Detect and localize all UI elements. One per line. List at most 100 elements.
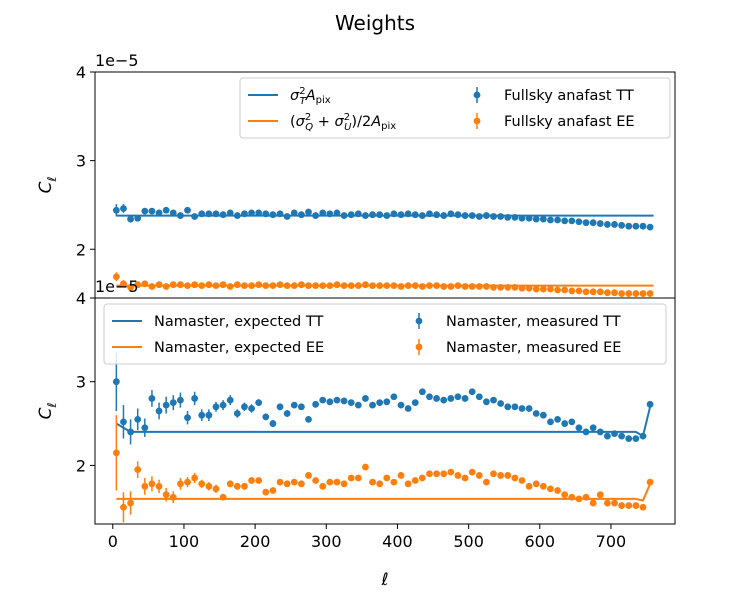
data-point — [248, 477, 255, 484]
data-point — [340, 480, 348, 488]
data-point — [255, 281, 263, 289]
y-offset-text: 1e−5 — [95, 51, 139, 70]
data-point — [603, 432, 611, 440]
y-tick-label: 4 — [76, 289, 86, 308]
data-point — [461, 212, 469, 219]
y-tick-label: 3 — [76, 152, 86, 171]
data-point — [426, 282, 433, 289]
data-point — [169, 399, 177, 407]
data-point — [625, 502, 633, 509]
data-point — [233, 410, 241, 417]
data-point — [248, 282, 255, 289]
bottom-panel: 2 3 4 0 100 200 300 400 500 600 700 1e−5 Cℓ Namaster,… — [36, 277, 676, 551]
data-point — [561, 491, 569, 499]
legend-marker-swatch — [415, 343, 423, 351]
data-point — [447, 210, 455, 218]
data-point — [312, 282, 320, 289]
data-point — [618, 221, 626, 229]
data-point — [155, 482, 163, 490]
data-point — [547, 216, 554, 224]
data-point — [547, 285, 554, 293]
data-point — [255, 399, 263, 407]
data-point — [248, 405, 255, 412]
data-point — [333, 396, 341, 404]
data-point — [475, 472, 483, 479]
data-point — [397, 401, 405, 409]
data-point — [134, 281, 142, 289]
data-point — [497, 283, 505, 291]
data-point — [426, 393, 433, 401]
data-point — [518, 214, 526, 222]
data-point — [561, 217, 569, 225]
data-point — [539, 411, 547, 419]
data-point — [490, 396, 497, 404]
data-point — [212, 485, 220, 493]
plot-area-frame — [94, 297, 676, 525]
data-point — [127, 215, 134, 223]
data-point — [205, 210, 213, 218]
data-point — [589, 288, 597, 296]
data-point — [198, 282, 206, 289]
x-tick-label: 600 — [525, 532, 556, 551]
data-point — [582, 219, 590, 227]
data-point — [141, 207, 149, 215]
data-point — [632, 290, 640, 297]
data-point — [347, 282, 355, 289]
data-point — [141, 280, 149, 288]
data-point — [468, 212, 476, 219]
data-point — [148, 480, 156, 488]
data-point — [483, 283, 490, 290]
data-point — [212, 282, 220, 289]
data-point — [490, 213, 497, 220]
top-panel: 2 3 4 1e−5 Cℓ σ2 TApix (σ2 Q + σ2 U)/2Apix Fullsky… — [36, 51, 676, 299]
data-point — [262, 210, 270, 218]
data-point — [305, 282, 312, 289]
data-point — [255, 477, 263, 484]
y-tick-label: 4 — [76, 63, 86, 82]
data-point — [219, 211, 227, 219]
data-point — [404, 405, 412, 412]
data-point — [483, 212, 490, 219]
data-point — [525, 405, 533, 412]
data-point — [418, 283, 426, 290]
data-point — [497, 400, 505, 407]
y-axis-label: Cℓ — [36, 177, 59, 194]
data-point — [575, 218, 583, 226]
data-point — [532, 480, 540, 488]
data-point — [198, 210, 206, 218]
data-point — [440, 396, 448, 404]
data-point — [333, 478, 341, 486]
data-point — [283, 480, 291, 488]
data-point — [411, 211, 419, 219]
data-point — [148, 395, 156, 402]
x-axis-label: ℓ — [380, 570, 388, 590]
data-point — [575, 495, 583, 503]
data-point — [269, 420, 277, 427]
data-point — [241, 210, 248, 218]
data-point — [354, 282, 362, 289]
data-point — [525, 482, 533, 490]
data-point — [632, 502, 640, 509]
data-point — [483, 478, 490, 486]
data-point — [454, 211, 462, 219]
data-point — [447, 468, 455, 476]
data-point — [362, 281, 369, 289]
data-point — [575, 424, 583, 432]
data-point — [148, 207, 156, 215]
data-point — [632, 222, 640, 230]
legend-item: (σ2 Q + σ2 U)/2Apix — [248, 112, 396, 133]
data-point — [290, 401, 298, 409]
data-point — [176, 281, 184, 289]
data-point — [454, 472, 462, 479]
data-point — [141, 424, 149, 432]
data-point — [454, 282, 462, 289]
data-point — [440, 283, 448, 290]
legend-label: Namaster, expected TT — [154, 314, 323, 330]
data-point — [369, 401, 376, 409]
data-point — [205, 281, 213, 289]
data-point — [504, 213, 512, 221]
data-point — [184, 478, 191, 486]
data-point — [490, 283, 497, 291]
legend-item: Namaster, measured EE — [415, 339, 621, 356]
data-point — [362, 212, 369, 219]
